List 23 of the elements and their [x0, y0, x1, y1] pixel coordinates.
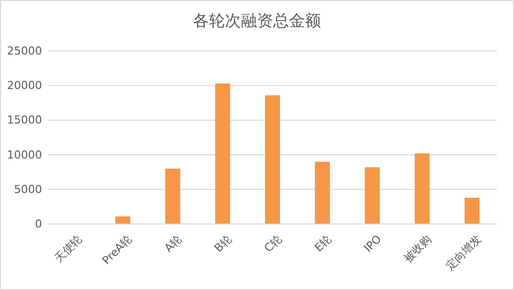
bar [464, 198, 480, 224]
bar [364, 167, 380, 224]
x-tick-label: E轮 [312, 232, 334, 254]
bar [215, 84, 230, 224]
y-tick-label: 25000 [7, 44, 42, 58]
x-tick-label: 定向增发 [443, 232, 484, 273]
bar [314, 162, 330, 224]
y-tick-label: 5000 [14, 182, 42, 196]
y-tick-label: 15000 [7, 114, 42, 127]
bar [414, 153, 430, 224]
x-tick-label: 被收购 [401, 232, 434, 266]
y-tick-label: 0 [35, 218, 42, 231]
bar [265, 95, 280, 224]
bar [165, 168, 180, 224]
y-tick-label: 10000 [7, 148, 42, 162]
x-tick-label: IPO [362, 232, 384, 255]
chart-title: 各轮次融资总金额 [193, 11, 321, 30]
x-tick-label: A轮 [162, 232, 184, 255]
x-tick-label: 天使轮 [52, 232, 85, 266]
bar [115, 216, 130, 224]
y-tick-label: 20000 [7, 79, 42, 92]
x-tick-label: B轮 [212, 232, 234, 255]
x-tick-label: C轮 [262, 232, 284, 255]
